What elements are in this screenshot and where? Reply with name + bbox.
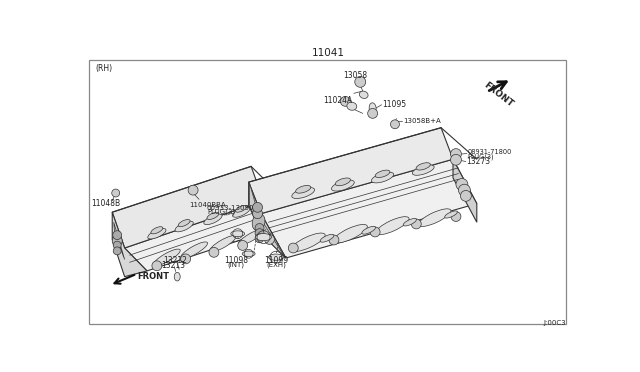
- Circle shape: [390, 120, 399, 129]
- Ellipse shape: [175, 221, 193, 232]
- Text: 08931-71800: 08931-71800: [468, 149, 512, 155]
- Text: 13058: 13058: [343, 71, 367, 80]
- Ellipse shape: [335, 178, 351, 186]
- Polygon shape: [261, 159, 477, 258]
- Circle shape: [264, 234, 275, 244]
- Ellipse shape: [154, 249, 180, 266]
- Text: FRONT: FRONT: [137, 272, 169, 280]
- Ellipse shape: [333, 224, 367, 243]
- Text: 11024A: 11024A: [323, 96, 352, 105]
- Text: PLUG(3): PLUG(3): [207, 209, 235, 215]
- Circle shape: [458, 184, 470, 196]
- Text: 11040BBA: 11040BBA: [189, 202, 226, 208]
- Text: 11095: 11095: [383, 100, 406, 109]
- Circle shape: [209, 247, 219, 257]
- Circle shape: [370, 227, 380, 237]
- Ellipse shape: [204, 214, 222, 225]
- Circle shape: [329, 235, 339, 245]
- Circle shape: [288, 243, 298, 253]
- Ellipse shape: [236, 205, 247, 212]
- Text: 13213: 13213: [161, 261, 185, 270]
- Ellipse shape: [376, 217, 409, 235]
- Ellipse shape: [332, 180, 355, 191]
- Ellipse shape: [239, 229, 264, 245]
- Circle shape: [456, 179, 468, 190]
- Text: (INT): (INT): [228, 262, 244, 268]
- Ellipse shape: [369, 103, 376, 114]
- Circle shape: [451, 149, 461, 160]
- Ellipse shape: [445, 211, 458, 218]
- Polygon shape: [125, 201, 286, 271]
- Ellipse shape: [174, 272, 180, 281]
- Circle shape: [113, 231, 122, 240]
- Ellipse shape: [375, 170, 390, 177]
- Text: FRONT: FRONT: [482, 81, 515, 109]
- Circle shape: [188, 185, 198, 195]
- Circle shape: [340, 96, 350, 106]
- Ellipse shape: [178, 219, 190, 227]
- Ellipse shape: [292, 187, 315, 199]
- Circle shape: [113, 241, 121, 249]
- Text: 13212: 13212: [163, 256, 188, 264]
- Ellipse shape: [362, 226, 376, 234]
- Ellipse shape: [255, 234, 271, 241]
- Polygon shape: [114, 222, 125, 260]
- Ellipse shape: [231, 231, 244, 237]
- Text: 11048B: 11048B: [91, 199, 120, 208]
- Circle shape: [460, 190, 471, 201]
- Polygon shape: [112, 212, 147, 277]
- Polygon shape: [250, 183, 284, 257]
- Polygon shape: [249, 182, 286, 258]
- Polygon shape: [112, 166, 264, 248]
- Ellipse shape: [252, 214, 265, 231]
- Ellipse shape: [412, 165, 434, 175]
- Ellipse shape: [347, 102, 356, 110]
- Ellipse shape: [210, 235, 236, 252]
- Circle shape: [355, 77, 365, 87]
- Ellipse shape: [416, 163, 430, 170]
- Circle shape: [253, 202, 262, 212]
- Circle shape: [112, 189, 120, 197]
- Ellipse shape: [296, 185, 311, 193]
- Ellipse shape: [403, 218, 417, 226]
- Text: 13273: 13273: [466, 157, 490, 166]
- Ellipse shape: [180, 242, 207, 259]
- Text: J:00C3: J:00C3: [543, 320, 566, 326]
- Ellipse shape: [232, 207, 250, 217]
- Ellipse shape: [151, 227, 163, 234]
- Ellipse shape: [320, 234, 334, 242]
- Ellipse shape: [207, 212, 219, 219]
- Text: 11099: 11099: [264, 256, 288, 265]
- Text: (RH): (RH): [95, 64, 112, 74]
- Circle shape: [255, 234, 264, 243]
- Ellipse shape: [112, 235, 122, 247]
- Polygon shape: [453, 159, 477, 222]
- Ellipse shape: [242, 251, 255, 256]
- Circle shape: [237, 241, 248, 250]
- Circle shape: [412, 219, 421, 229]
- Ellipse shape: [148, 228, 166, 239]
- Text: PLUG(3): PLUG(3): [468, 153, 495, 160]
- Circle shape: [113, 247, 121, 255]
- Circle shape: [451, 154, 461, 165]
- Ellipse shape: [419, 209, 451, 227]
- Ellipse shape: [269, 254, 284, 260]
- Ellipse shape: [359, 91, 368, 99]
- Text: (EXH): (EXH): [266, 262, 286, 268]
- Text: 11041: 11041: [312, 48, 344, 58]
- Ellipse shape: [253, 209, 262, 219]
- Ellipse shape: [291, 233, 325, 251]
- Circle shape: [255, 229, 264, 238]
- Text: 11098: 11098: [224, 256, 248, 265]
- Text: 13058B+A: 13058B+A: [403, 118, 441, 124]
- Ellipse shape: [371, 172, 394, 183]
- Circle shape: [180, 254, 191, 264]
- Circle shape: [367, 109, 378, 118]
- Circle shape: [152, 261, 162, 271]
- Text: 00933-13090: 00933-13090: [207, 205, 255, 211]
- Circle shape: [451, 212, 461, 221]
- Polygon shape: [249, 128, 453, 214]
- Circle shape: [255, 224, 264, 232]
